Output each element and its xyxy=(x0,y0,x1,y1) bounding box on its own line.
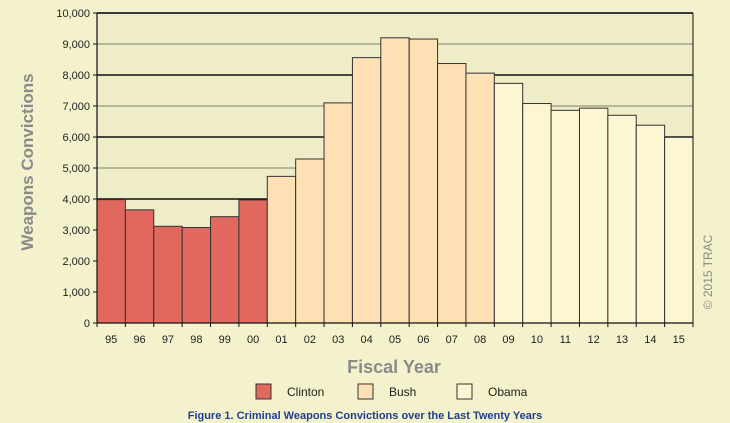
bar-95 xyxy=(96,199,126,324)
legend-swatch-clinton xyxy=(255,383,272,400)
y-axis-title: Weapons Convictions xyxy=(18,73,37,250)
bar-05 xyxy=(380,37,410,324)
legend-label-obama: Obama xyxy=(488,385,528,399)
bar-07 xyxy=(437,63,467,324)
y-tick-label: 1,000 xyxy=(62,287,90,299)
bar-02 xyxy=(295,158,325,324)
bar-06 xyxy=(408,38,439,324)
legend-swatch-obama xyxy=(456,383,473,400)
x-tick-label: 08 xyxy=(474,334,486,346)
x-tick-label: 03 xyxy=(332,334,344,346)
x-tick-label: 09 xyxy=(502,334,514,346)
x-tick-label: 06 xyxy=(417,334,429,346)
bar-96 xyxy=(124,209,155,324)
bar-98 xyxy=(181,227,212,324)
y-tick-label: 3,000 xyxy=(62,225,90,237)
x-tick-label: 97 xyxy=(162,334,174,346)
x-tick-label: 12 xyxy=(588,334,600,346)
bar-15 xyxy=(664,136,694,324)
bar-00 xyxy=(238,199,268,324)
y-tick-label: 10,000 xyxy=(56,8,90,20)
bar-11 xyxy=(550,109,580,324)
x-tick-label: 14 xyxy=(644,334,656,346)
legend-label-clinton: Clinton xyxy=(287,385,324,399)
y-tick-labels: 0 1,000 2,000 3,000 4,000 5,000 6,000 7,000 8,00… xyxy=(56,8,97,330)
bar-09 xyxy=(493,82,524,324)
bar-12 xyxy=(578,107,609,324)
bar-03 xyxy=(323,102,353,324)
x-tick-label: 04 xyxy=(360,334,372,346)
y-tick-label: 9,000 xyxy=(62,39,90,51)
x-tick-labels: 95 96 97 98 99 00 01 02 03 04 05 06 07 08 09 10 11 12 13 14… xyxy=(105,334,685,346)
bar-97 xyxy=(153,225,183,324)
x-tick-label: 13 xyxy=(616,334,628,346)
legend-label-bush: Bush xyxy=(389,385,416,399)
credit-text: © 2015 TRAC xyxy=(701,234,715,309)
bar-14 xyxy=(635,124,666,324)
bar-08 xyxy=(465,72,495,324)
y-tick-label: 5,000 xyxy=(62,163,90,175)
bars xyxy=(96,37,694,324)
bar-04 xyxy=(351,57,382,324)
x-tick-label: 15 xyxy=(673,334,685,346)
x-axis-title: Fiscal Year xyxy=(347,357,441,377)
bar-01 xyxy=(266,175,297,324)
x-tick-label: 96 xyxy=(133,334,145,346)
x-tick-label: 02 xyxy=(304,334,316,346)
y-tick-label: 7,000 xyxy=(62,101,90,113)
figure-caption: Figure 1. Criminal Weapons Convictions o… xyxy=(187,410,543,422)
y-tick-label: 6,000 xyxy=(62,132,90,144)
x-tick-label: 05 xyxy=(389,334,401,346)
bar-99 xyxy=(210,216,240,324)
x-tick-label: 95 xyxy=(105,334,117,346)
x-tick-label: 10 xyxy=(531,334,543,346)
x-tick-label: 99 xyxy=(219,334,231,346)
legend: Clinton Bush Obama xyxy=(255,383,528,400)
x-tick-label: 11 xyxy=(560,334,571,346)
legend-swatch-bush xyxy=(357,383,374,400)
bar-13 xyxy=(607,114,637,324)
x-tick-label: 01 xyxy=(275,334,287,346)
x-tick-label: 98 xyxy=(190,334,202,346)
x-tick-label: 00 xyxy=(247,334,259,346)
y-tick-label: 8,000 xyxy=(62,70,90,82)
y-tick-label: 0 xyxy=(84,318,90,330)
bar-10 xyxy=(522,103,552,324)
y-tick-label: 2,000 xyxy=(62,256,90,268)
y-tick-label: 4,000 xyxy=(62,194,90,206)
x-tick-label: 07 xyxy=(446,334,458,346)
